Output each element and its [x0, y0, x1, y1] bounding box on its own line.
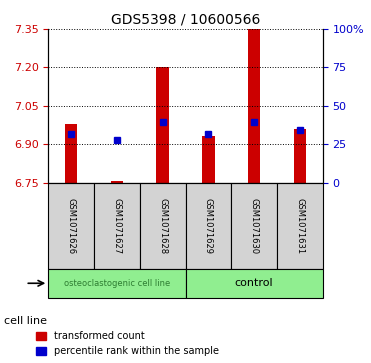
Text: GSM1071627: GSM1071627 [112, 197, 121, 254]
FancyBboxPatch shape [48, 269, 186, 298]
Bar [156, 68, 169, 183]
FancyBboxPatch shape [94, 183, 140, 269]
Bar [65, 124, 78, 183]
Bar [293, 129, 306, 183]
Bar [248, 29, 260, 183]
Text: GSM1071626: GSM1071626 [67, 197, 76, 254]
Text: GSM1071630: GSM1071630 [250, 197, 259, 254]
Bar [202, 136, 215, 183]
Text: GSM1071629: GSM1071629 [204, 198, 213, 254]
Text: GSM1071631: GSM1071631 [295, 197, 304, 254]
Bar [111, 181, 123, 183]
FancyBboxPatch shape [140, 183, 186, 269]
FancyBboxPatch shape [186, 183, 231, 269]
FancyBboxPatch shape [186, 269, 323, 298]
FancyBboxPatch shape [48, 183, 94, 269]
Text: control: control [235, 278, 273, 288]
Text: osteoclastogenic cell line: osteoclastogenic cell line [64, 279, 170, 288]
Text: cell line: cell line [4, 316, 47, 326]
Legend: transformed count, percentile rank within the sample: transformed count, percentile rank withi… [35, 329, 221, 358]
Title: GDS5398 / 10600566: GDS5398 / 10600566 [111, 12, 260, 26]
FancyBboxPatch shape [277, 183, 323, 269]
FancyBboxPatch shape [231, 183, 277, 269]
Text: GSM1071628: GSM1071628 [158, 197, 167, 254]
